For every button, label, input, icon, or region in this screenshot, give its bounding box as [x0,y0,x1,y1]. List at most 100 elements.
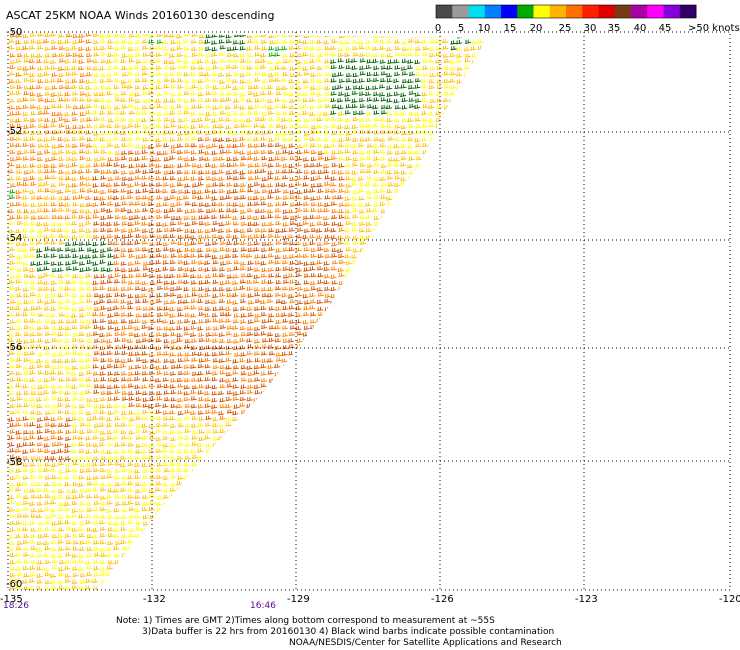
wind-barb [71,71,78,76]
wind-barb [499,201,505,205]
wind-barb [253,450,260,455]
wind-barb [386,98,393,103]
wind-barb [121,84,128,89]
wind-barb [93,293,101,298]
wind-barb [176,480,183,486]
wind-barb [50,92,57,97]
wind-barb [296,72,303,77]
wind-barb [240,377,247,382]
wind-barb [457,117,464,122]
wind-barb [93,91,100,97]
wind-barb [386,47,393,52]
wind-barb [127,442,134,447]
wind-barb [422,65,429,70]
wind-barb [155,71,163,76]
wind-barb [128,319,135,324]
wind-barb [500,364,506,368]
wind-barb [400,215,407,220]
wind-barb [29,97,37,102]
wind-barb [113,78,121,83]
wind-barb [44,363,51,369]
wind-barb [317,402,324,408]
wind-barb [212,318,219,323]
wind-barb [100,85,107,90]
wind-barb [56,111,64,117]
wind-barb [156,104,163,109]
wind-barb [358,339,365,344]
wind-barb [127,312,134,317]
wind-barb [36,417,44,422]
wind-barb [415,390,422,395]
wind-barb [450,475,457,480]
wind-barb [288,442,295,447]
wind-barb [499,423,505,427]
wind-barb [422,149,429,155]
wind-barb [266,60,274,65]
wind-barb [357,142,365,148]
wind-barb [296,352,303,357]
wind-barb [29,318,36,323]
wind-barb [477,143,484,148]
wind-barb [113,136,120,141]
wind-barb [415,156,422,161]
wind-barb [184,189,191,194]
wind-barb [197,480,205,486]
wind-barb [204,274,212,279]
wind-barb [37,338,44,343]
wind-barb [191,469,198,474]
wind-barb [233,332,240,338]
wind-barb [51,45,58,50]
wind-barb [415,202,422,208]
wind-barb [141,351,148,356]
wind-barb [176,40,183,45]
wind-barb [162,377,169,382]
wind-barb [316,65,323,71]
wind-barb [29,350,36,356]
wind-barb [317,188,324,193]
wind-barb [212,90,219,96]
wind-barb [72,390,79,396]
wind-barb [253,123,260,128]
wind-barb [493,60,499,64]
wind-barb [162,429,169,435]
wind-barb [205,66,212,71]
wind-barb [344,474,352,479]
wind-barb [37,123,44,129]
wind-barb [422,123,429,128]
wind-barb [50,164,57,169]
wind-barb [16,357,23,362]
wind-barb [457,253,464,258]
wind-barb [463,261,470,266]
wind-barb [450,306,457,311]
wind-barb [85,436,92,441]
wind-barb [64,111,71,117]
wind-barb [92,487,99,492]
wind-barb [387,157,395,162]
wind-barb [148,273,156,279]
wind-barb [253,318,261,323]
wind-barb [394,39,401,44]
wind-barb [491,169,497,173]
wind-barb [268,378,275,383]
wind-barb [442,331,449,337]
wind-barb [155,358,162,364]
wind-barb [435,137,442,142]
wind-barb [338,91,345,96]
wind-barb [296,201,303,206]
wind-barb [219,110,226,115]
wind-barb [72,124,79,130]
wind-barb [386,371,393,376]
wind-barb [177,78,184,83]
wind-barb [22,130,29,135]
wind-barb [331,280,338,285]
wind-barb [204,39,211,44]
wind-barb [330,461,337,467]
wind-barb [148,455,155,460]
wind-barb [457,397,464,403]
wind-barb [72,396,79,401]
wind-barb [36,53,43,58]
wind-barb [247,188,254,193]
wind-barb [302,370,309,376]
wind-barb [23,293,30,298]
wind-barb [22,449,29,454]
